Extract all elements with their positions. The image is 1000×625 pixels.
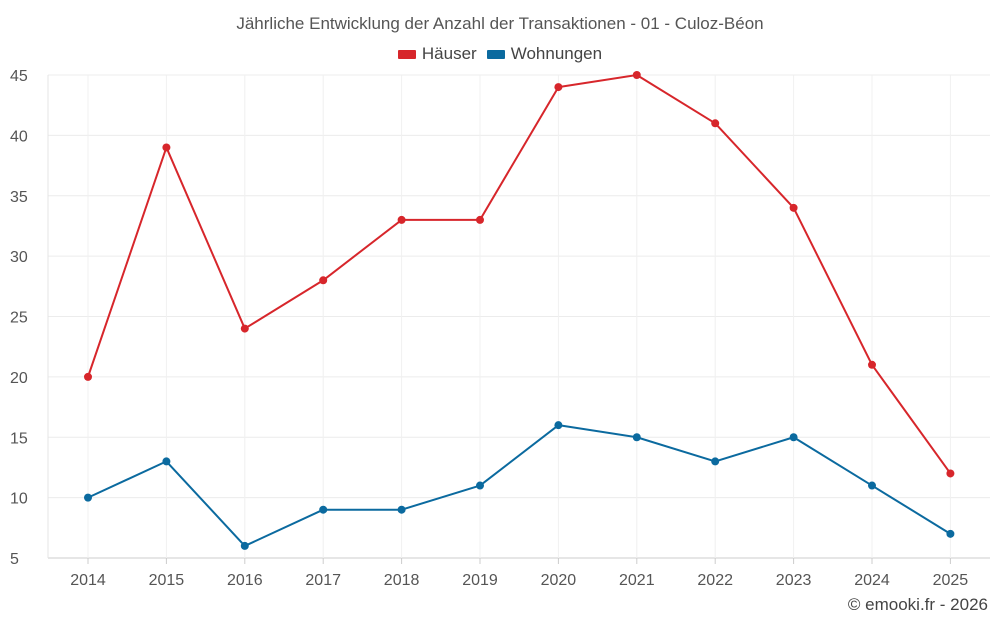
y-tick-label: 10 xyxy=(10,491,28,508)
data-point-haeuser xyxy=(162,143,171,152)
y-tick-label: 20 xyxy=(10,370,28,387)
legend-swatch-haeuser xyxy=(397,49,416,59)
legend-swatch-wohnungen xyxy=(486,49,505,59)
x-tick-label: 2020 xyxy=(541,572,577,589)
data-point-haeuser xyxy=(397,215,406,224)
x-tick-label: 2025 xyxy=(933,572,969,589)
data-point-haeuser xyxy=(240,324,249,333)
legend-item-haeuser[interactable]: Häuser xyxy=(397,44,477,64)
y-tick-label: 15 xyxy=(10,430,28,447)
chart-title: Jährliche Entwicklung der Anzahl der Tra… xyxy=(236,14,764,33)
data-point-haeuser xyxy=(711,119,720,128)
data-point-haeuser xyxy=(476,215,484,224)
data-point-haeuser xyxy=(868,360,876,369)
x-tick-label: 2018 xyxy=(384,572,420,589)
data-point-haeuser xyxy=(319,276,328,285)
y-tick-label: 5 xyxy=(10,551,19,568)
legend-item-wohnungen[interactable]: Wohnungen xyxy=(486,44,603,64)
x-tick-label: 2017 xyxy=(305,572,341,589)
y-tick-label: 30 xyxy=(10,249,28,266)
credit-text: © emooki.fr - 2026 xyxy=(847,595,988,614)
data-point-wohnungen xyxy=(868,481,876,490)
data-point-wohnungen xyxy=(554,421,563,430)
data-point-haeuser xyxy=(789,203,798,212)
data-point-wohnungen xyxy=(711,457,720,466)
data-point-wohnungen xyxy=(789,433,798,442)
y-tick-label: 35 xyxy=(10,189,28,206)
x-tick-label: 2015 xyxy=(149,572,185,589)
data-point-wohnungen xyxy=(476,481,484,490)
data-point-wohnungen xyxy=(162,457,171,466)
y-tick-label: 45 xyxy=(10,68,28,85)
x-tick-label: 2021 xyxy=(619,572,655,589)
legend-label-wohnungen: Wohnungen xyxy=(510,44,603,63)
x-tick-label: 2023 xyxy=(776,572,812,589)
series-line-wohnungen xyxy=(87,424,951,547)
x-tick-label: 2014 xyxy=(70,572,106,589)
y-tick-label: 25 xyxy=(10,310,28,327)
x-tick-label: 2024 xyxy=(854,572,890,589)
data-point-haeuser xyxy=(84,372,92,381)
x-tick-label: 2019 xyxy=(462,572,498,589)
series-line-haeuser xyxy=(87,74,952,475)
chart-legend: Häuser Wohnungen xyxy=(0,44,1000,64)
data-point-haeuser xyxy=(554,83,563,92)
legend-label-haeuser: Häuser xyxy=(421,44,477,63)
data-point-wohnungen xyxy=(319,505,328,514)
data-point-haeuser xyxy=(632,71,641,79)
data-point-wohnungen xyxy=(397,505,406,514)
data-point-haeuser xyxy=(946,469,955,478)
data-point-wohnungen xyxy=(632,433,641,442)
x-tick-label: 2022 xyxy=(697,572,733,589)
data-point-wohnungen xyxy=(240,541,249,550)
x-tick-label: 2016 xyxy=(227,572,263,589)
data-point-wohnungen xyxy=(946,529,955,538)
data-point-wohnungen xyxy=(84,493,92,502)
y-tick-label: 40 xyxy=(10,128,28,145)
